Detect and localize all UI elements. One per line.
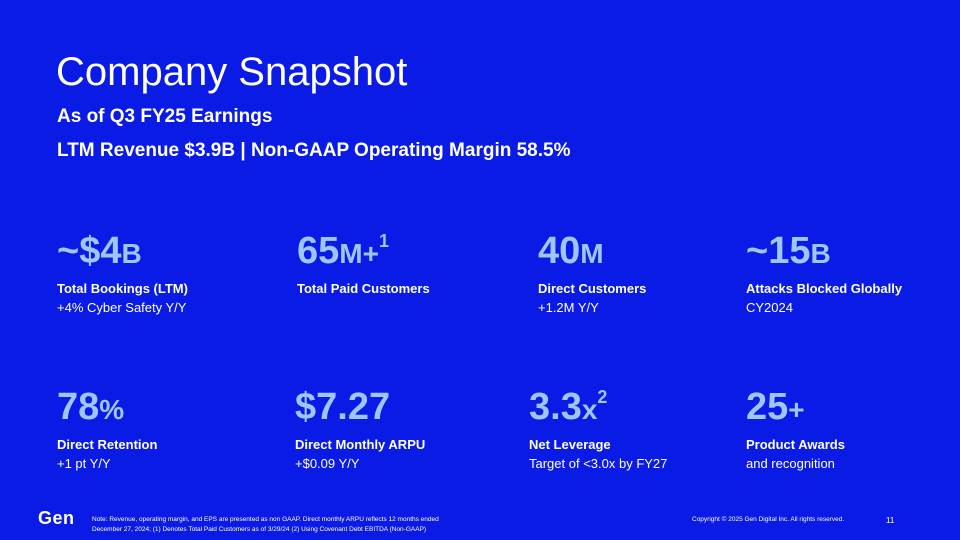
metric-value: $7.27 [295, 386, 391, 428]
metric-value: 78% [57, 386, 125, 428]
metric-label: Product Awards [746, 437, 845, 452]
metric-sub: Target of <3.0x by FY27 [529, 456, 668, 471]
metric-value: ~15B [746, 230, 831, 272]
footnote-line-1: Note: Revenue, operating margin, and EPS… [92, 516, 439, 523]
metric-label: Direct Monthly ARPU [295, 437, 426, 452]
slide-title: Company Snapshot [56, 50, 408, 94]
metric-value: 40M [538, 230, 604, 272]
metric-sub: and recognition [746, 456, 835, 471]
metric-sub: +1 pt Y/Y [57, 456, 111, 471]
metric-attacks-blocked: ~15B Attacks Blocked Globally CY2024 [746, 220, 946, 315]
footnote: Note: Revenue, operating margin, and EPS… [92, 515, 492, 535]
metric-net-leverage: 3.3x2 Net Leverage Target of <3.0x by FY… [529, 376, 729, 471]
slide-subtitle-revenue: LTM Revenue $3.9B | Non-GAAP Operating M… [57, 140, 571, 161]
metric-direct-customers: 40M Direct Customers +1.2M Y/Y [538, 220, 738, 315]
metric-sub: +4% Cyber Safety Y/Y [57, 300, 187, 315]
metric-value: ~$4B [57, 230, 142, 272]
metric-sub: CY2024 [746, 300, 793, 315]
metric-value: 25+ [746, 386, 805, 428]
metric-sub: +$0.09 Y/Y [295, 456, 360, 471]
metric-product-awards: 25+ Product Awards and recognition [746, 376, 946, 471]
metric-direct-retention: 78% Direct Retention +1 pt Y/Y [57, 376, 257, 471]
slide-subtitle: As of Q3 FY25 Earnings [57, 106, 273, 127]
metric-label: Direct Retention [57, 437, 158, 452]
page-number: 11 [886, 516, 895, 525]
metric-sub: +1.2M Y/Y [538, 300, 599, 315]
gen-logo: Gen [38, 508, 75, 528]
metric-label: Attacks Blocked Globally [746, 281, 903, 296]
metric-total-paid-customers: 65M+1 Total Paid Customers [297, 220, 497, 300]
metric-label: Net Leverage [529, 437, 611, 452]
footnote-line-2: December 27, 2024; (1) Denotes Total Pai… [92, 526, 427, 533]
metric-value: 65M+1 [297, 230, 389, 272]
metric-label: Total Paid Customers [297, 281, 430, 296]
copyright-text: Copyright © 2025 Gen Digital Inc. All ri… [692, 516, 845, 523]
metric-label: Total Bookings (LTM) [57, 281, 188, 296]
metric-value: 3.3x2 [529, 386, 608, 428]
metric-direct-arpu: $7.27 Direct Monthly ARPU +$0.09 Y/Y [295, 376, 495, 471]
metric-total-bookings: ~$4B Total Bookings (LTM) +4% Cyber Safe… [57, 220, 257, 315]
metric-label: Direct Customers [538, 281, 647, 296]
